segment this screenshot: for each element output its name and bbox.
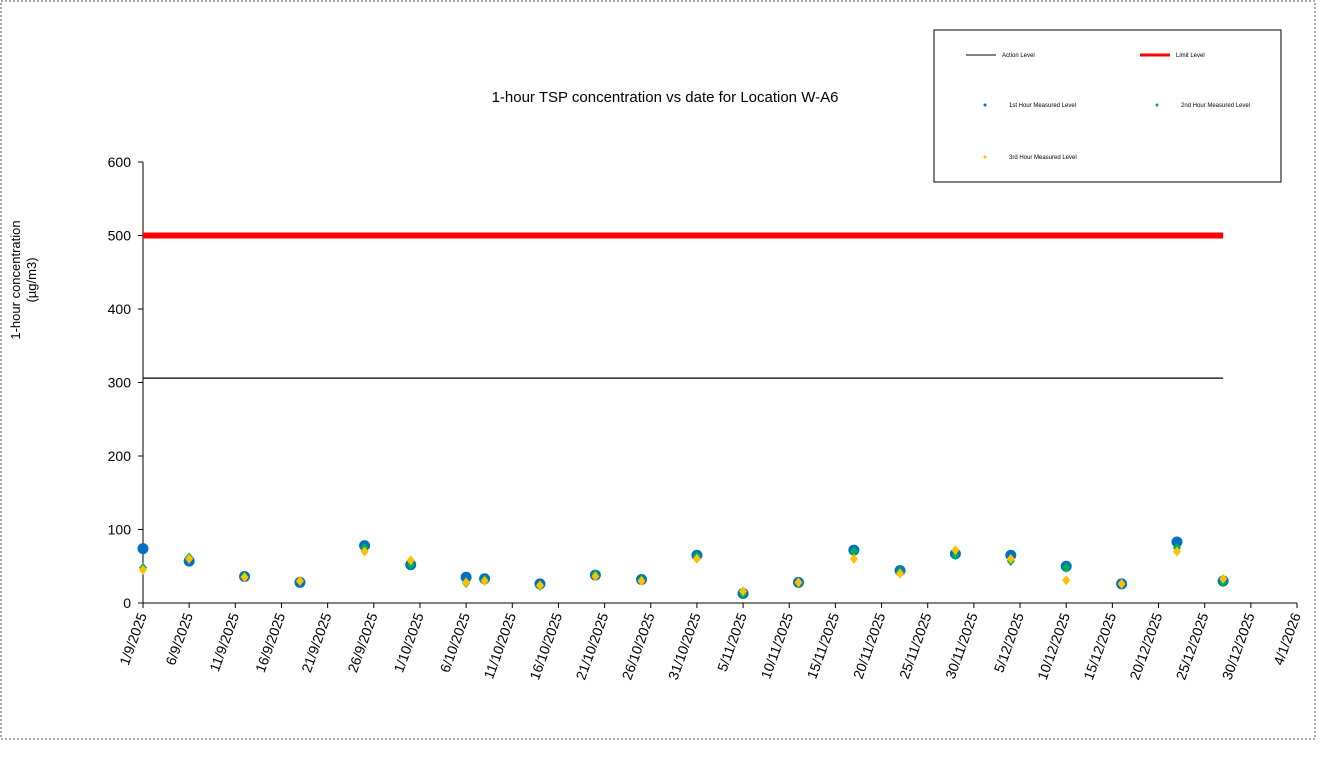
chart-title: 1-hour TSP concentration vs date for Loc… <box>492 89 839 106</box>
x-tick-label: 5/12/2025 <box>991 610 1027 674</box>
data-point <box>240 572 249 583</box>
data-point <box>139 564 147 575</box>
data-point <box>1172 546 1181 557</box>
y-tick-label: 600 <box>108 154 132 170</box>
x-tick-label: 1/10/2025 <box>390 610 426 674</box>
x-tick-label: 20/11/2025 <box>850 610 889 681</box>
x-tick-label: 5/11/2025 <box>714 610 750 673</box>
x-tick-label: 16/10/2025 <box>526 610 565 682</box>
y-axis-label: 1-hour concentration <box>8 220 23 339</box>
legend-label: 3rd Hour Measured Level <box>1009 155 1077 161</box>
legend-label: Limit Level <box>1176 53 1205 59</box>
y-tick-label: 400 <box>108 301 132 317</box>
data-point <box>1062 575 1071 586</box>
x-tick-label: 26/9/2025 <box>344 610 380 674</box>
legend-swatch <box>983 155 987 159</box>
y-axis-label: (µg/m3) <box>24 257 39 302</box>
x-tick-label: 30/12/2025 <box>1219 610 1258 682</box>
y-tick-label: 100 <box>108 522 132 538</box>
x-tick-label: 4/1/2026 <box>1270 610 1304 667</box>
x-tick-label: 11/10/2025 <box>480 610 519 681</box>
data-point <box>1117 578 1126 589</box>
data-point <box>535 580 544 591</box>
x-tick-label: 11/9/2025 <box>206 610 242 673</box>
data-point <box>794 577 803 588</box>
x-tick-label: 10/11/2025 <box>757 610 796 681</box>
legend-label: Action Level <box>1002 53 1035 59</box>
x-tick-label: 25/12/2025 <box>1172 610 1211 682</box>
legend-swatch <box>1155 103 1159 107</box>
x-tick-label: 21/10/2025 <box>572 610 611 682</box>
data-point <box>406 555 415 566</box>
x-tick-label: 6/10/2025 <box>437 610 473 674</box>
data-point <box>849 553 858 564</box>
data-point <box>591 571 600 582</box>
data-point <box>1062 562 1071 573</box>
data-point <box>951 550 960 561</box>
chart-border <box>0 0 1316 740</box>
data-point <box>849 546 858 557</box>
x-tick-label: 21/9/2025 <box>298 610 334 674</box>
data-point <box>185 553 194 564</box>
data-point <box>480 575 489 586</box>
data-point <box>896 568 905 579</box>
x-tick-label: 6/9/2025 <box>162 610 196 667</box>
x-tick-label: 1/9/2025 <box>116 610 150 667</box>
data-point <box>295 575 304 586</box>
x-tick-label: 30/11/2025 <box>942 610 981 681</box>
y-tick-label: 200 <box>108 448 132 464</box>
data-point <box>692 553 701 564</box>
y-tick-label: 0 <box>123 595 131 611</box>
data-point <box>1171 536 1183 548</box>
x-tick-label: 10/12/2025 <box>1034 610 1073 682</box>
data-point <box>1006 553 1015 564</box>
data-point <box>460 571 472 583</box>
data-point <box>360 546 369 557</box>
x-tick-label: 15/11/2025 <box>804 610 843 681</box>
legend-label: 1st Hour Measured Level <box>1009 103 1076 109</box>
legend-swatch <box>983 103 987 107</box>
data-point <box>1219 573 1228 584</box>
x-tick-label: 16/9/2025 <box>252 610 288 674</box>
y-tick-label: 500 <box>108 228 132 244</box>
x-tick-label: 15/12/2025 <box>1080 610 1119 682</box>
y-tick-label: 300 <box>108 375 132 391</box>
data-point <box>462 577 471 588</box>
data-point <box>951 545 960 556</box>
data-point <box>637 575 646 586</box>
x-tick-label: 26/10/2025 <box>619 610 658 682</box>
x-tick-label: 25/11/2025 <box>896 610 935 681</box>
legend-label: 2nd Hour Measured Level <box>1181 103 1250 109</box>
data-point <box>137 543 149 555</box>
x-tick-label: 20/12/2025 <box>1126 610 1165 682</box>
x-tick-label: 31/10/2025 <box>665 610 704 682</box>
data-point <box>739 586 748 597</box>
